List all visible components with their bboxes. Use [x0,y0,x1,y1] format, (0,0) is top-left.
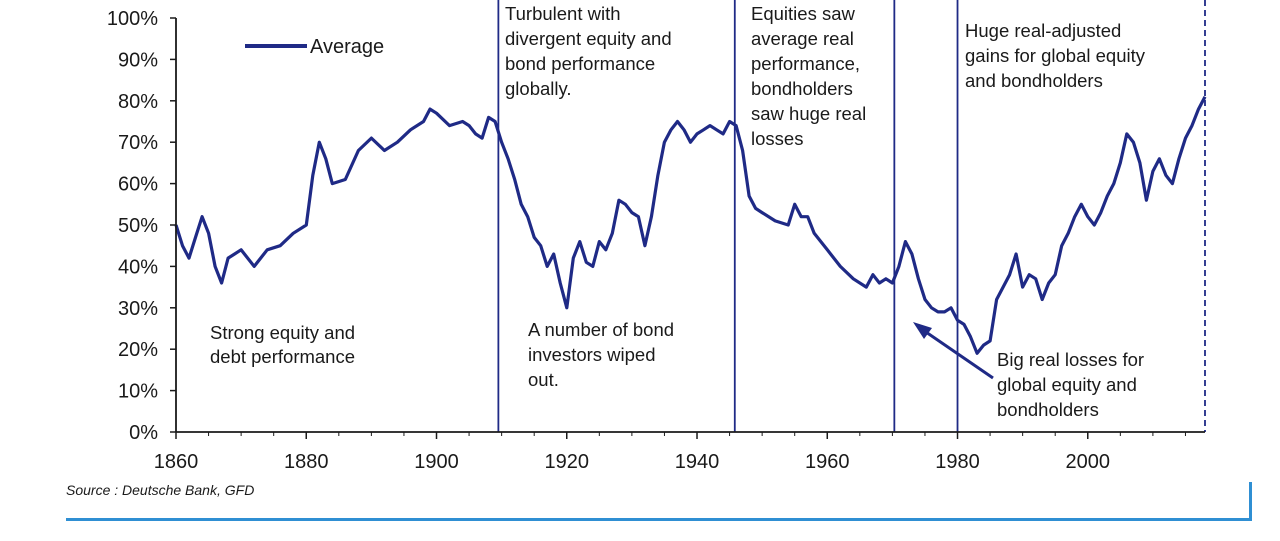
y-tick-label: 40% [118,256,158,278]
y-tick-label: 0% [129,422,158,444]
annotation-line: Big real losses for [997,349,1144,370]
arrow [913,322,994,380]
annotation-line: bondholders [751,78,853,99]
legend: Average [245,36,384,58]
x-tick-label: 1980 [935,451,980,473]
annotations: Strong equity and debt performance Turbule… [210,3,1146,420]
x-tick-label: 1900 [414,451,459,473]
x-tick-label: 1880 [284,451,329,473]
annotation-line: losses [751,128,803,149]
annotation-line: bondholders [997,399,1099,420]
annotation-line: and bondholders [965,70,1103,91]
y-axis-ticks: 0% 10% 20% 30% 40% 50% 60% 70% 80% 90% 100% [107,8,176,444]
annotation-equities: Equities saw average real performance, bond… [751,3,866,149]
annotation-line: A number of bond [528,319,674,340]
annotation-line: globally. [505,78,572,99]
annotation-line: Huge real-adjusted [965,20,1121,41]
arrow-shaft [922,328,994,380]
arrow-head [913,322,932,339]
period-dividers [497,0,1206,432]
annotation-line: divergent equity and [505,28,672,49]
y-tick-label: 50% [118,215,158,237]
annotation-strong: Strong equity and debt performance [210,322,355,367]
source-note: Source : Deutsche Bank, GFD [66,482,255,498]
annotation-line: average real [751,28,854,49]
annotation-line: bond performance [505,53,655,74]
annotation-line: saw huge real [751,103,866,124]
annotation-line: investors wiped [528,344,656,365]
x-tick-label: 1860 [154,451,199,473]
y-tick-label: 90% [118,49,158,71]
annotation-line: Strong equity and [210,322,355,343]
frame-line-right [1249,482,1252,521]
annotation-line: Equities saw [751,3,855,24]
y-tick-label: 30% [118,298,158,320]
legend-label: Average [310,36,384,58]
x-tick-label: 1960 [805,451,850,473]
annotation-line: performance, [751,53,860,74]
annotation-line: out. [528,369,559,390]
series-line-average [174,95,1207,355]
annotation-wiped: A number of bond investors wiped out. [528,319,674,390]
frame-line-bottom [66,518,1252,521]
x-tick-label: 2000 [1066,451,1111,473]
y-tick-label: 60% [118,174,158,196]
y-tick-label: 10% [118,381,158,403]
x-tick-label: 1920 [545,451,590,473]
y-tick-label: 70% [118,132,158,154]
y-tick-label: 20% [118,339,158,361]
annotation-line: debt performance [210,346,355,367]
annotation-turbulent: Turbulent with divergent equity and bond p… [505,3,672,99]
annotation-huge: Huge real-adjusted gains for global equit… [965,20,1146,91]
annotation-line: global equity and [997,374,1137,395]
y-tick-label: 80% [118,91,158,113]
annotation-bigloss: Big real losses for global equity and bond… [997,349,1144,420]
x-tick-label: 1940 [675,451,720,473]
annotation-line: Turbulent with [505,3,621,24]
y-tick-label: 100% [107,8,158,30]
x-axis-ticks: 1860 1880 1900 1920 1940 1960 1980 2000 [154,432,1186,473]
annotation-line: gains for global equity [965,45,1146,66]
